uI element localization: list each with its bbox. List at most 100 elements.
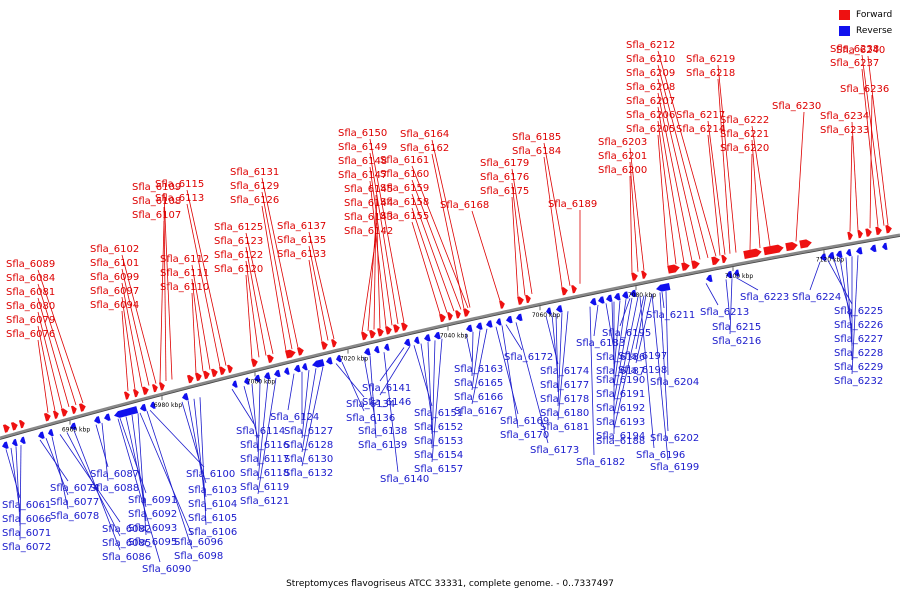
forward-gene-label: Sfla_6164 [400, 129, 449, 140]
reverse-gene-label: Sfla_6229 [834, 362, 883, 373]
reverse-leader [146, 410, 193, 550]
tick-label: 7060 kbp [532, 312, 560, 319]
reverse-gene-label: Sfla_6074 [50, 483, 99, 494]
forward-gene [331, 339, 337, 348]
reverse-gene-label: Sfla_6141 [362, 383, 411, 394]
forward-gene-label: Sfla_6203 [598, 137, 647, 148]
forward-leader [37, 269, 84, 404]
forward-gene-label: Sfla_6133 [277, 249, 326, 260]
reverse-leader [613, 297, 633, 402]
forward-gene-label: Sfla_6145 [344, 184, 393, 195]
reverse-gene-label: Sfla_6170 [500, 430, 549, 441]
forward-gene-label: Sfla_6220 [720, 143, 769, 154]
forward-gene [763, 244, 784, 256]
reverse-gene [590, 297, 597, 306]
reverse-gene [94, 416, 101, 424]
forward-leader [369, 180, 387, 327]
reverse-gene [856, 247, 863, 255]
reverse-leader [505, 324, 523, 351]
reverse-leader [635, 293, 653, 364]
reverse-leader [231, 388, 255, 425]
reverse-gene [726, 270, 733, 279]
reverse-leader [639, 296, 655, 449]
forward-gene [18, 420, 25, 429]
reverse-leader [117, 418, 161, 563]
reverse-gene-label: Sfla_6153 [414, 436, 463, 447]
forward-leader [861, 54, 885, 226]
reverse-gene [150, 401, 156, 409]
forward-leader [308, 259, 323, 342]
reverse-leader [420, 343, 433, 421]
forward-leader [369, 166, 393, 326]
reverse-leader [301, 369, 310, 439]
forward-gene [743, 248, 762, 259]
forward-leader [867, 55, 889, 226]
reverse-gene-label: Sfla_6127 [284, 426, 333, 437]
forward-gene-label: Sfla_6126 [230, 195, 279, 206]
forward-leader [411, 179, 462, 310]
reverse-gene [836, 250, 843, 258]
forward-gene [377, 328, 384, 337]
reverse-gene-label: Sfla_6187 [596, 366, 645, 377]
reverse-leader [73, 430, 121, 551]
tick-label: 6980 kbp [154, 402, 182, 409]
reverse-leader [465, 333, 473, 363]
tick-label: 7080 kbp [628, 292, 656, 299]
forward-gene-label: Sfla_6131 [230, 167, 279, 178]
forward-leader [411, 193, 455, 312]
reverse-gene-label: Sfla_6146 [362, 397, 411, 408]
forward-leader [657, 134, 669, 266]
forward-leader [245, 246, 267, 356]
reverse-gene-label: Sfla_6087 [90, 469, 139, 480]
forward-gene [361, 331, 368, 341]
reverse-gene-label: Sfla_6216 [712, 336, 761, 347]
reverse-gene [182, 392, 189, 401]
reverse-gene-label: Sfla_6197 [618, 351, 667, 362]
reverse-gene-label: Sfla_6119 [240, 482, 289, 493]
forward-gene-label: Sfla_6230 [772, 101, 821, 112]
forward-gene-label: Sfla_6208 [626, 82, 675, 93]
forward-gene [10, 422, 18, 431]
forward-gene-label: Sfla_6238 [830, 44, 879, 55]
reverse-gene-label: Sfla_6166 [454, 392, 503, 403]
reverse-leader [501, 325, 519, 429]
forward-leader [629, 175, 633, 274]
reverse-gene-label: Sfla_6204 [650, 377, 699, 388]
reverse-leader [845, 257, 853, 347]
reverse-gene [506, 315, 513, 324]
reverse-gene-label: Sfla_6224 [792, 292, 841, 303]
forward-leader [186, 189, 227, 366]
legend-reverse-label: Reverse [856, 26, 893, 36]
genome-backbone [0, 233, 900, 440]
reverse-leader [735, 277, 759, 291]
reverse-gene [486, 320, 493, 328]
reverse-gene-label: Sfla_6104 [188, 499, 237, 510]
reverse-gene-label: Sfla_6072 [2, 542, 51, 553]
reverse-gene [882, 242, 888, 251]
forward-gene-label: Sfla_6233 [820, 125, 869, 136]
forward-leader [37, 283, 77, 406]
reverse-gene-label: Sfla_6136 [346, 413, 395, 424]
reverse-leader [137, 413, 147, 536]
reverse-leader [827, 260, 853, 305]
forward-leader [261, 205, 287, 351]
forward-leader [369, 138, 405, 323]
forward-gene [455, 310, 461, 319]
forward-gene [631, 272, 638, 281]
forward-gene [321, 341, 328, 350]
forward-gene-label: Sfla_6107 [132, 210, 181, 221]
reverse-leader [19, 445, 22, 541]
reverse-gene-label: Sfla_6066 [2, 514, 51, 525]
reverse-leader [593, 304, 599, 337]
forward-gene-label: Sfla_6184 [512, 146, 561, 157]
reverse-gene-label: Sfla_6174 [540, 366, 589, 377]
reverse-gene-label: Sfla_6199 [650, 462, 699, 473]
forward-gene-label: Sfla_6206 [626, 110, 675, 121]
reverse-gene [114, 406, 139, 418]
reverse-leader [125, 416, 147, 508]
forward-gene-label: Sfla_6137 [277, 221, 326, 232]
forward-gene [847, 231, 853, 240]
reverse-gene-label: Sfla_6121 [240, 496, 289, 507]
forward-gene [158, 382, 165, 391]
reverse-leader [613, 300, 621, 374]
